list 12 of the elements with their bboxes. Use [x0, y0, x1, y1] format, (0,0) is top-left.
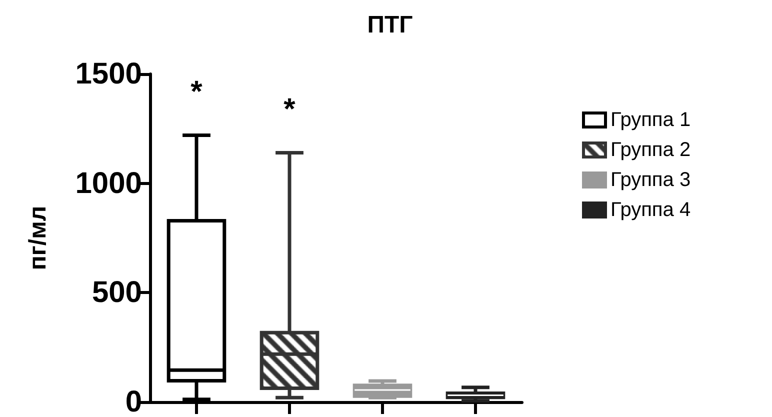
y-tick-label: 1500	[75, 58, 142, 90]
y-axis-title: пг/мл	[24, 206, 52, 270]
y-tick-label: 1000	[75, 166, 142, 200]
annotation: *	[284, 93, 296, 126]
legend-label: Группа 3	[610, 169, 691, 191]
legend-label: Группа 4	[610, 199, 691, 221]
legend-label: Группа 1	[610, 109, 691, 131]
chart-title: ПТГ	[367, 12, 414, 38]
y-tick-label: 0	[125, 386, 142, 417]
legend-label: Группа 2	[610, 139, 691, 161]
annotation: *	[190, 76, 203, 109]
y-tick-label: 500	[92, 276, 142, 310]
